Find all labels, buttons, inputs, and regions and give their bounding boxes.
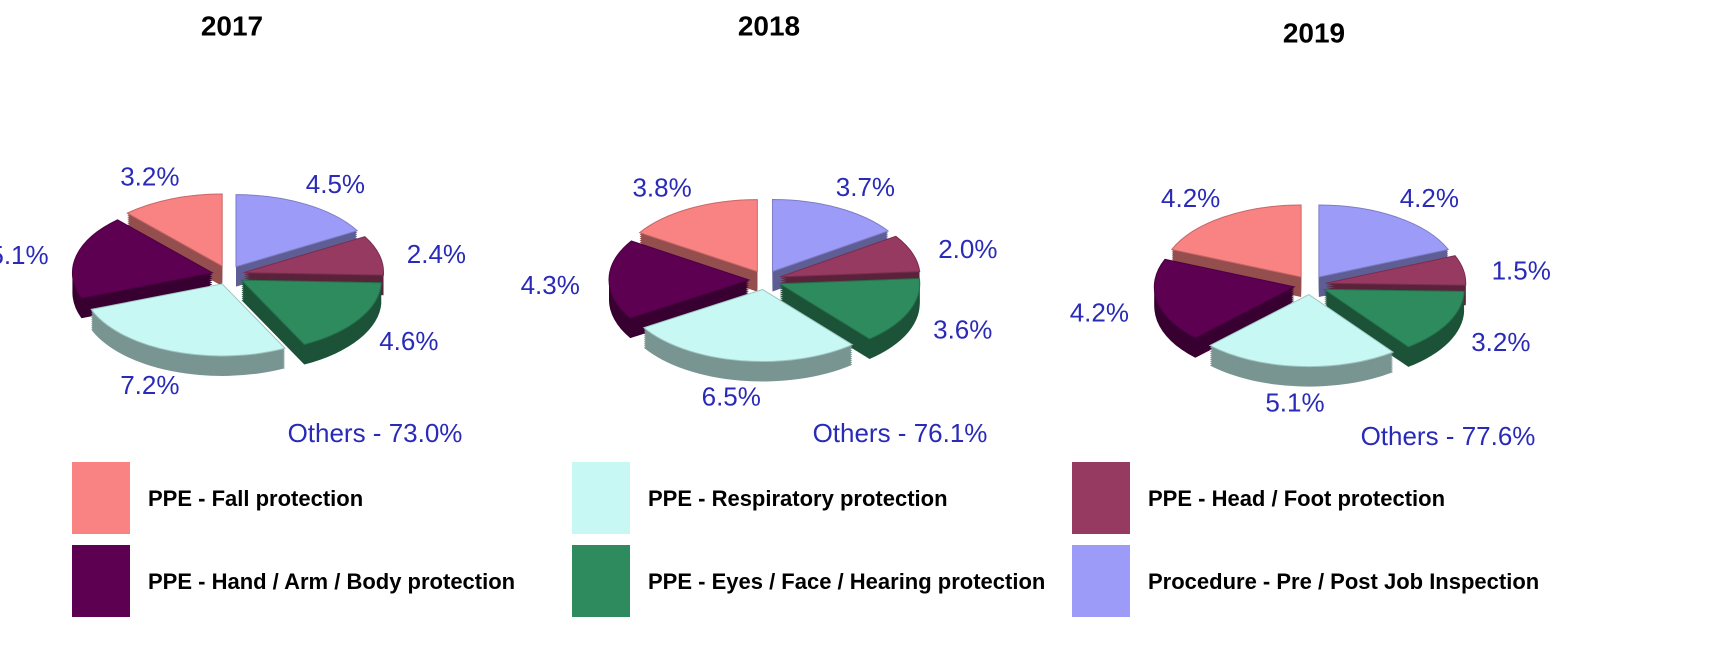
slice — [642, 288, 854, 362]
legend-swatch — [72, 545, 130, 617]
legend-label: PPE - Eyes / Face / Hearing protection — [648, 569, 1045, 594]
value-label: 2.0% — [938, 234, 997, 264]
slice — [1208, 293, 1395, 368]
value-label: 4.6% — [379, 326, 438, 356]
legend-swatch — [1072, 462, 1130, 534]
slice — [638, 199, 758, 273]
value-label: 4.5% — [306, 169, 365, 199]
legend-swatch — [572, 545, 630, 617]
chart-title: 2018 — [738, 10, 800, 41]
slice — [771, 199, 890, 273]
legend-label: PPE - Head / Foot protection — [1148, 486, 1445, 511]
others-label: Others - 73.0% — [288, 418, 463, 448]
value-label: 6.5% — [702, 381, 761, 411]
value-label: 5.1% — [0, 240, 49, 270]
slice — [126, 193, 223, 267]
slice — [778, 278, 921, 340]
legend-swatch — [572, 462, 630, 534]
others-label: Others - 76.1% — [813, 418, 988, 448]
slice — [1170, 204, 1302, 278]
legend-label: PPE - Hand / Arm / Body protection — [148, 569, 515, 594]
slice — [779, 235, 921, 278]
legend-label: PPE - Fall protection — [148, 486, 363, 511]
chart-title: 2017 — [201, 10, 263, 41]
slice — [608, 240, 751, 319]
value-label: 1.5% — [1492, 256, 1551, 286]
legend-swatch — [1072, 545, 1130, 617]
value-label: 7.2% — [120, 370, 179, 400]
value-label: 3.7% — [836, 172, 895, 202]
slice — [1153, 258, 1296, 339]
legend-swatch — [72, 462, 130, 534]
value-label: 5.1% — [1265, 387, 1324, 417]
value-label: 3.6% — [933, 315, 992, 345]
value-label: 3.2% — [120, 162, 179, 192]
value-label: 4.3% — [521, 270, 580, 300]
slice — [1318, 204, 1450, 278]
value-label: 3.8% — [632, 173, 691, 203]
value-label: 3.2% — [1471, 327, 1530, 357]
slice — [1322, 288, 1465, 348]
slice — [1325, 255, 1467, 286]
value-label: 4.2% — [1161, 183, 1220, 213]
value-label: 4.2% — [1400, 183, 1459, 213]
slice — [243, 236, 384, 276]
chart-title: 2019 — [1283, 17, 1345, 48]
legend-label: PPE - Respiratory protection — [648, 486, 948, 511]
slice — [240, 279, 382, 346]
value-label: 2.4% — [407, 239, 466, 269]
value-label: 4.2% — [1070, 298, 1129, 328]
slice — [235, 194, 359, 268]
slice — [71, 219, 214, 299]
legend-label: Procedure - Pre / Post Job Inspection — [1148, 569, 1539, 594]
others-label: Others - 77.6% — [1361, 421, 1536, 451]
slice — [90, 283, 286, 357]
